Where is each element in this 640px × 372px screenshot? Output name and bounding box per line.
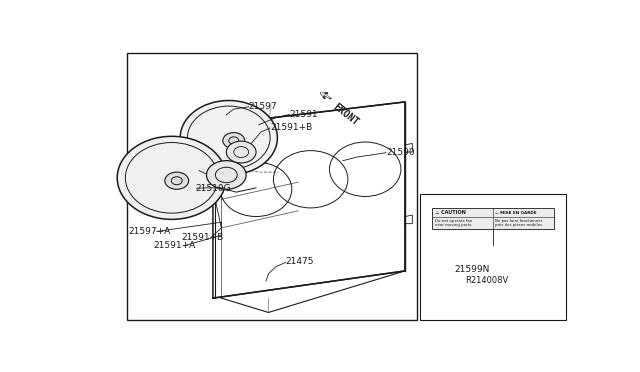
Text: 21475: 21475 bbox=[286, 257, 314, 266]
Text: 21510G: 21510G bbox=[195, 184, 230, 193]
Text: 21591+B: 21591+B bbox=[270, 123, 312, 132]
Text: 21591+B: 21591+B bbox=[182, 232, 224, 242]
Text: 21597+A: 21597+A bbox=[129, 227, 171, 236]
Text: 21599N: 21599N bbox=[454, 265, 490, 274]
Text: 21590: 21590 bbox=[386, 148, 415, 157]
Bar bbox=[420, 193, 566, 320]
Bar bbox=[127, 53, 417, 320]
Ellipse shape bbox=[223, 132, 244, 149]
Ellipse shape bbox=[227, 141, 256, 163]
Text: 21591+A: 21591+A bbox=[154, 241, 196, 250]
Ellipse shape bbox=[207, 161, 246, 189]
Text: 21597: 21597 bbox=[249, 102, 277, 111]
Text: Ne pas faire fonctionner
près des pièces mobiles.: Ne pas faire fonctionner près des pièces… bbox=[495, 219, 543, 227]
Ellipse shape bbox=[180, 100, 277, 175]
Ellipse shape bbox=[165, 172, 189, 189]
Text: ⚠ CAUTION: ⚠ CAUTION bbox=[435, 210, 465, 215]
Text: 21591: 21591 bbox=[289, 110, 318, 119]
Ellipse shape bbox=[117, 136, 227, 219]
Text: Do not operate fan
near moving parts.: Do not operate fan near moving parts. bbox=[435, 219, 472, 227]
Text: R214008V: R214008V bbox=[465, 276, 508, 285]
Text: FRONT: FRONT bbox=[330, 102, 360, 128]
Text: ⚠ MISE EN GARDE: ⚠ MISE EN GARDE bbox=[495, 211, 537, 215]
Bar bbox=[432, 208, 554, 230]
